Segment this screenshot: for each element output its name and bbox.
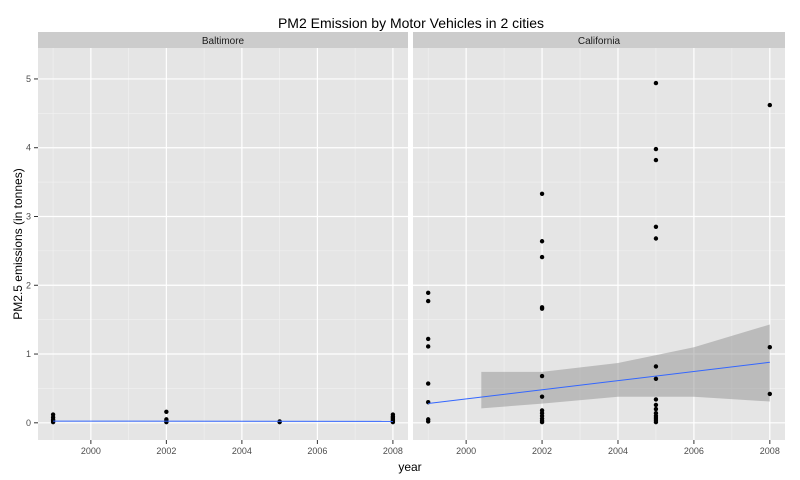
- x-tick-label: 2002: [532, 446, 552, 456]
- y-tick-label: 4: [26, 143, 31, 153]
- data-point: [653, 364, 659, 369]
- data-point: [539, 373, 545, 379]
- data-point: [425, 417, 431, 422]
- data-point: [653, 402, 659, 408]
- data-point: [425, 344, 431, 349]
- y-tick-label: 5: [26, 74, 31, 84]
- y-tick-label: 2: [26, 280, 31, 290]
- data-point: [425, 381, 431, 386]
- y-tick-label: 0: [26, 418, 31, 428]
- data-point: [425, 290, 431, 296]
- x-tick-label: 2002: [156, 446, 176, 456]
- data-point: [653, 224, 659, 230]
- x-tick-label: 2004: [232, 446, 252, 456]
- data-point: [390, 412, 396, 417]
- data-point: [767, 344, 773, 350]
- y-tick-label: 3: [26, 211, 31, 221]
- data-point: [653, 80, 659, 86]
- data-point: [539, 254, 545, 260]
- data-point: [539, 305, 545, 310]
- data-point: [653, 157, 659, 163]
- data-point: [653, 236, 659, 241]
- data-point: [425, 298, 431, 304]
- y-axis-label: PM2.5 emissions (in tonnes): [11, 168, 25, 319]
- data-point: [653, 410, 659, 416]
- data-point: [653, 397, 659, 402]
- facet-panels: Baltimore 2000 2002 2004 2006 2008 California 2…: [38, 32, 785, 456]
- x-axis-label: year: [398, 460, 421, 474]
- x-tick-label: 2000: [456, 446, 476, 456]
- x-tick-label: 2004: [608, 446, 628, 456]
- facet-strip: [413, 32, 785, 48]
- data-point: [767, 102, 773, 108]
- data-point: [767, 391, 773, 397]
- chart-title: PM2 Emission by Motor Vehicles in 2 citi…: [278, 15, 544, 31]
- y-tick-label: 1: [26, 349, 31, 359]
- data-point: [653, 376, 659, 381]
- data-point: [539, 239, 545, 244]
- facet-strip-label: California: [578, 36, 621, 47]
- confidence-band: [481, 324, 770, 409]
- fit-line: [428, 361, 770, 405]
- x-tick-label: 2008: [383, 446, 403, 456]
- facet-strip: [38, 32, 408, 48]
- data-point: [539, 394, 545, 399]
- data-point: [653, 146, 659, 152]
- y-axis: 0 1 2 3 4 5: [26, 74, 38, 428]
- data-point: [164, 409, 169, 415]
- x-tick-label: 2000: [81, 446, 101, 456]
- data-point: [164, 417, 169, 422]
- facet-strip-label: Baltimore: [202, 36, 245, 47]
- data-point: [653, 406, 659, 412]
- x-tick-label: 2008: [760, 446, 780, 456]
- panel-background: [38, 48, 408, 440]
- x-tick-label: 2006: [684, 446, 704, 456]
- data-point: [539, 191, 545, 196]
- facet-panel-baltimore: Baltimore 2000 2002 2004 2006 2008: [38, 32, 408, 456]
- data-point: [425, 336, 431, 342]
- data-point: [539, 408, 545, 413]
- x-tick-label: 2006: [307, 446, 327, 456]
- data-point: [50, 412, 56, 417]
- facet-panel-california: California 2000 2002 2004 2006 2008: [413, 32, 785, 456]
